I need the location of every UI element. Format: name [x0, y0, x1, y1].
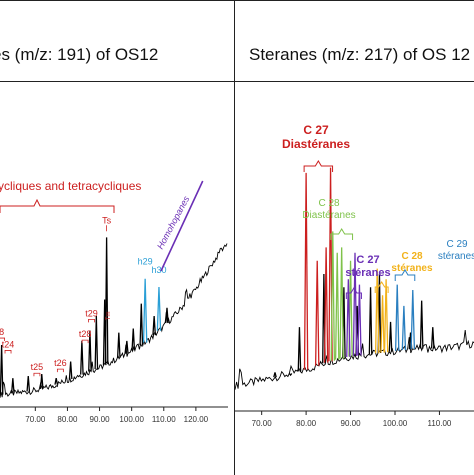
peak [80, 340, 84, 375]
x-tick-label: 100.00 [119, 415, 144, 424]
x-tick-label: 70.00 [25, 415, 46, 424]
x-tick-label: 100.00 [383, 419, 408, 428]
peak [165, 307, 169, 324]
x-tick-label: 70.00 [252, 419, 273, 428]
sterane-peak [303, 172, 309, 370]
peak [39, 373, 44, 389]
series-label-line2: Diastéranes [302, 210, 355, 221]
peak-label: Tm [106, 312, 112, 321]
peak-label: Ts [102, 215, 112, 225]
title-divider [0, 81, 234, 82]
peak-label: t25 [31, 362, 44, 372]
peak-bracket [0, 337, 6, 342]
series-label-line1: C 28 [401, 251, 423, 262]
peak [152, 316, 156, 336]
peak-bracket [4, 350, 12, 354]
tricyclic-bracket [0, 198, 115, 213]
sterane-peak [314, 260, 320, 366]
peak-bracket [81, 339, 89, 344]
sterane-peak [339, 247, 344, 359]
peak-bracket [56, 368, 64, 373]
series-label-line1: C 28 [318, 198, 340, 209]
x-tick-label: 110.00 [152, 415, 176, 424]
peak [368, 287, 373, 355]
x-tick-label: 90.00 [341, 419, 362, 428]
hopanes-panel: es (m/z: 191) of OS12 70.00 80.00 90.00 100… [0, 0, 234, 475]
hopanes-chromatogram: 70.00 80.00 90.00 100.00 110.00 120.00 8 t24 t25… [0, 179, 228, 424]
peak [288, 373, 293, 377]
x-tick-label: 80.00 [57, 415, 78, 424]
series-bracket [345, 287, 362, 299]
x-tick-label: 110.00 [428, 419, 452, 428]
sterane-peak [410, 289, 416, 350]
hopane-peak [156, 287, 162, 331]
peak-label: h29 [138, 257, 153, 267]
sterane-peak [401, 305, 407, 351]
chromatogram-trace [0, 243, 228, 398]
steranes-chromatogram: 70.00 80.00 90.00 100.00 110.00C 27Diastéran… [234, 123, 474, 428]
sterane-peak [334, 252, 340, 360]
sterane-peak [380, 295, 385, 353]
peak [104, 237, 109, 365]
homohopane-line [160, 180, 204, 272]
sterane-peak [357, 284, 362, 356]
series-label-line2: stéranes [391, 263, 433, 274]
series-label-line2: stéranes [438, 251, 474, 262]
peak [430, 327, 435, 349]
series-bracket [330, 228, 354, 240]
peak [297, 327, 302, 372]
peak-label: 8 [0, 327, 4, 337]
peak-label: t29 [85, 308, 98, 318]
series-label-line2: Diastéranes [282, 137, 350, 151]
peak [26, 376, 31, 392]
peak [388, 321, 393, 352]
peak [54, 378, 59, 385]
sterane-peak [323, 247, 329, 363]
peak [419, 300, 424, 349]
sterane-peak [330, 231, 336, 361]
x-tick-label: 90.00 [90, 415, 111, 424]
peak-bracket [88, 319, 95, 323]
sterane-peak [352, 252, 358, 356]
peak-label: t24 [2, 339, 15, 349]
sterane-peak [394, 284, 400, 351]
peak-label: t26 [54, 358, 67, 368]
chromatogram-trace [234, 330, 474, 390]
title-divider [235, 81, 474, 82]
peak [0, 345, 4, 395]
peak [124, 340, 129, 354]
x-tick-label: 120.00 [184, 415, 209, 424]
series-bracket [374, 281, 389, 293]
tricyclic-group-label: ycliques and tetracycliques [0, 179, 141, 193]
peak-bracket [33, 372, 41, 377]
sterane-peak [383, 279, 389, 353]
peak [273, 372, 277, 378]
peak [68, 361, 73, 380]
series-bracket [303, 160, 334, 172]
hopanes-chart-title: es (m/z: 191) of OS12 [0, 45, 159, 64]
peak [139, 303, 144, 346]
peak [116, 332, 121, 358]
sterane-peak [374, 268, 380, 354]
steranes-panel: Steranes (m/z: 217) of OS 12 70.00 80.00 9… [234, 0, 474, 475]
peak-label: t28 [79, 329, 92, 339]
x-tick-label: 80.00 [296, 419, 317, 428]
peak [10, 378, 15, 394]
steranes-chart-title: Steranes (m/z: 217) of OS 12 [249, 45, 471, 64]
peak [94, 316, 99, 370]
homohopane-group-label: Homohopanes [155, 194, 192, 251]
series-label-line2: stéranes [345, 267, 390, 279]
peak [131, 328, 136, 351]
peak-label: h30 [151, 265, 166, 275]
series-bracket [394, 269, 416, 281]
sterane-peak [346, 279, 351, 358]
series-label-line1: C 27 [303, 123, 329, 137]
series-label-line1: C 27 [356, 254, 379, 266]
hopane-peak [142, 278, 148, 343]
peak [88, 330, 92, 372]
series-label-line1: C 29 [446, 239, 468, 250]
